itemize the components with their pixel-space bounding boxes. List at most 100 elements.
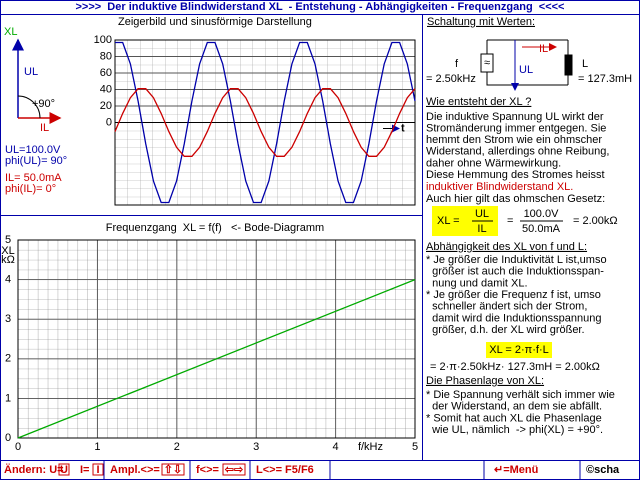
y-tick-label: 3	[5, 313, 11, 325]
x-tick-label: 3	[253, 441, 259, 453]
circuit-label: IL	[539, 43, 548, 55]
data-line	[115, 41, 416, 204]
formula-text: XL = 2·π·f·L	[489, 344, 548, 356]
data-line	[17, 278, 416, 439]
paragraph-line: * Je größer die Induktivität L ist,umso	[426, 254, 607, 266]
paragraph: Die induktive Spannung UL wirkt derStrom…	[426, 111, 609, 181]
grid-pattern	[18, 240, 415, 438]
xl-label: XL	[4, 26, 17, 38]
circuit-label: L	[582, 58, 588, 70]
x-axis-label: f/kHz	[358, 441, 383, 453]
circuit-value: = 127.3mH	[578, 73, 632, 85]
x-tick-label: 1	[94, 441, 100, 453]
chart-title: Frequenzgang XL = f(f) <- Bode-Diagramm	[106, 222, 324, 234]
formula-text: =	[507, 215, 513, 227]
ul-label: UL	[24, 66, 38, 78]
y-tick-label: 40	[100, 83, 112, 95]
footer: Ändern: U=U I= I Ampl.<>= ⇧⇩ f<>= ⇦⇨ L<>= F5/F6…	[4, 461, 620, 479]
circuit-label: UL	[519, 64, 533, 76]
paragraph-line: * Somit hat auch XL die Phasenlage	[426, 412, 602, 424]
key-label: U	[60, 464, 68, 476]
wire	[486, 39, 569, 86]
key-box	[161, 463, 185, 476]
y-tick-label: 0	[106, 116, 112, 128]
x-axis-label: t	[401, 122, 405, 134]
footer-label: Ändern: U=	[4, 463, 64, 476]
y-tick-label: 4	[5, 274, 11, 286]
source	[480, 53, 494, 73]
y-tick-label: 0	[5, 432, 11, 444]
circuit	[480, 39, 573, 91]
y-tick-label: 20	[100, 100, 112, 112]
section-title: Wie entsteht der XL ?	[426, 96, 531, 108]
paragraph-line: hemmt den Strom wie ein ohmscher	[426, 134, 602, 146]
y-axis-label: XL	[1, 245, 14, 257]
key-label: ⇦⇨	[224, 464, 244, 476]
paragraph-line: Die induktive Spannung UL wirkt der	[426, 111, 604, 123]
plot-border	[17, 239, 416, 439]
formula-box	[486, 342, 552, 358]
footer-label: Ampl.<>=	[110, 464, 160, 476]
paragraph-line: wie UL, nämlich -> phi(XL) = +90°.	[426, 424, 603, 436]
formula-text: 100.0V	[524, 208, 560, 220]
x-tick-label: 2	[174, 441, 180, 453]
paragraph: * Je größer die Induktivität L ist,umso …	[426, 254, 607, 336]
value-text: IL= 50.0mA	[5, 172, 62, 184]
value-text: phi(IL)= 0°	[5, 183, 56, 195]
footer-label: f<>=	[196, 464, 219, 476]
key-box	[222, 463, 246, 476]
phasor-diagram: XL UL +90° IL	[4, 26, 62, 134]
y-tick-label: 80	[100, 50, 112, 62]
paragraph-line: daher ohne Wärmewirkung.	[426, 157, 561, 169]
il-label: IL	[40, 122, 49, 134]
chart-title: Zeigerbild und sinusförmige Darstellung	[118, 16, 312, 28]
paragraph-line: Diese Hemmung des Stromes heisst	[426, 169, 605, 181]
x-tick-label: 4	[333, 441, 339, 453]
y-tick-label: 5	[5, 234, 11, 246]
paragraph-line: größer, d.h. der XL wird größer.	[426, 324, 585, 336]
footer-label: ©scha	[586, 464, 620, 476]
y-tick-label: 60	[100, 67, 112, 79]
formula-text: = 2·π·2.50kHz· 127.3mH = 2.00kΩ	[430, 361, 600, 373]
y-tick-label: 1	[5, 392, 11, 404]
formula-text: = 2.00kΩ	[573, 215, 618, 227]
paragraph-line: * Je größer die Frequenz f ist, umso	[426, 289, 601, 301]
paragraph-line: schneller ändert sich der Strom,	[426, 301, 587, 313]
formula-text: UL	[475, 208, 489, 220]
circuit-value: = 2.50kHz	[426, 73, 476, 85]
key-label: I	[96, 464, 99, 476]
paragraph-line: größer ist auch die Induktionsspan-	[426, 266, 604, 278]
section-title: Die Phasenlage von XL:	[426, 375, 544, 387]
formula-text: 50.0mA	[522, 223, 561, 235]
paragraph-line: Stromänderung immer entgegen. Sie	[426, 123, 606, 135]
section-title: Schaltung mit Werten:	[427, 16, 535, 28]
footer-label: L<>= F5/F6	[256, 464, 314, 476]
formula-text: IL	[477, 223, 486, 235]
y-axis-unit: kΩ	[1, 254, 15, 266]
paragraph-line: * Die Spannung verhält sich immer wie	[426, 389, 615, 401]
angle-arc	[17, 95, 41, 119]
paragraph: * Die Spannung verhält sich immer wie de…	[426, 389, 615, 436]
footer-label: ↵=Menü	[494, 464, 538, 476]
key-box	[92, 463, 104, 476]
circuit-label: f	[455, 58, 459, 70]
y-tick-label: 2	[5, 353, 11, 365]
paragraph-line: Widerstand, allerdings ohne Reibung,	[426, 146, 609, 158]
formula-text: XL =	[437, 215, 460, 227]
inductor	[564, 54, 573, 76]
paragraph-line: damit wird die Induktionsspannung	[426, 312, 602, 324]
value-text: UL=100.0V	[5, 144, 61, 156]
angle-label: +90°	[32, 98, 55, 110]
paragraph-line: der Widerstand, an dem sie abfällt.	[426, 401, 602, 413]
key-label: ⇧⇩	[164, 464, 182, 476]
x-tick-label: 5	[412, 441, 418, 453]
section-title: Abhängigkeit des XL von f und L:	[426, 241, 587, 253]
value-text: phi(UL)= 90°	[5, 155, 67, 167]
charts: Zeigerbild und sinusförmige Darstellung 0…	[1, 16, 418, 453]
x-tick-label: 0	[15, 441, 21, 453]
source-symbol: ≈	[484, 57, 490, 69]
data-line	[114, 88, 416, 157]
footer-label: I=	[80, 464, 89, 476]
highlight-text: induktiver Blindwiderstand XL.	[426, 181, 573, 193]
